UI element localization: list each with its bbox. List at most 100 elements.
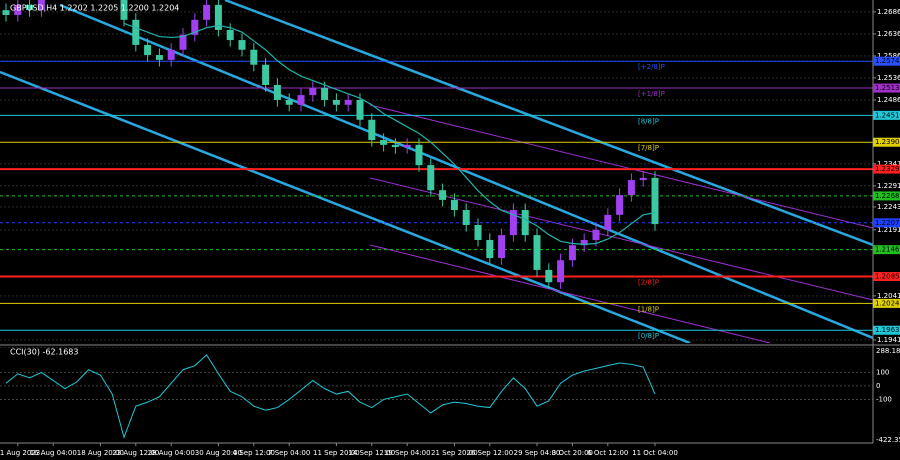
x-tick-label: 19 Sep 04:00 (384, 449, 431, 457)
level-price-label: 1.1963 (875, 326, 900, 334)
level-price-label: 1.2085 (875, 273, 900, 281)
candle-body (179, 34, 187, 50)
cci-tick-label: 100 (876, 368, 889, 376)
candle-body (415, 144, 423, 166)
candle-body (592, 229, 600, 240)
level-name: [2/8]P (638, 279, 659, 287)
level-name: [+1/8]P (638, 90, 665, 98)
candle-body (568, 245, 576, 261)
level-price-box (873, 218, 900, 228)
candle-body (132, 19, 140, 45)
candle-body (285, 99, 293, 105)
candle-body (250, 49, 258, 65)
candle-body (616, 195, 624, 215)
candle-body (427, 165, 435, 191)
level-price-label: 1.2513 (875, 84, 900, 92)
candle-body (273, 84, 281, 100)
level-price-label: 1.2268 (875, 192, 900, 200)
cci-tick-label: 288.185 (876, 347, 900, 355)
level-price-label: 1.2390 (875, 138, 900, 146)
candle-body (533, 235, 541, 270)
y-tick-label: 1.2686 (877, 8, 900, 16)
candle-body (37, 0, 45, 11)
candle-body (356, 99, 364, 120)
candle-body (297, 95, 305, 105)
level-price-box (873, 191, 900, 201)
x-tick-label: 11 Oct 04:00 (632, 449, 678, 457)
candle-body (14, 4, 22, 15)
x-tick-label: 14 Sep 12:00 (348, 449, 395, 457)
channel-line (59, 3, 873, 340)
level-price-box (873, 245, 900, 255)
x-tick-label: 21 Sep 20:00 (431, 449, 478, 457)
y-tick-label: 1.2341 (877, 160, 900, 168)
trend-line (369, 104, 873, 229)
y-tick-label: 1.2636 (877, 30, 900, 38)
candle-body (238, 40, 246, 50)
x-tick-label: 30 Aug 20:00 (195, 449, 242, 457)
candle-body (214, 4, 222, 30)
indicator-line (5, 354, 656, 439)
candle-body (26, 4, 34, 11)
level-price-label: 1.2207 (875, 219, 900, 227)
candle-body (604, 214, 612, 230)
candle-body (557, 260, 565, 283)
level-price-box (873, 164, 900, 174)
x-tick-label: 28 Aug 04:00 (148, 449, 195, 457)
y-tick-label: 1.2536 (877, 74, 900, 82)
candle-body (651, 177, 659, 225)
level-price-label: 1.2329 (875, 165, 900, 173)
candle-body (144, 44, 152, 56)
x-tick-label: 26 Sep 12:00 (466, 449, 513, 457)
level-name: [1/8]P (638, 305, 659, 313)
y-tick-label: 1.2291 (877, 182, 900, 190)
x-tick-label: 7 Sep 04:00 (268, 449, 310, 457)
candle-body (344, 99, 352, 105)
candle-body (509, 210, 517, 236)
cci-tick-label: 0 (876, 382, 880, 390)
chart-title: GBPUSD,H4 1.2202 1.2205 1.2200 1.2204 (10, 4, 179, 13)
level-price-label: 1.2574 (875, 57, 900, 65)
level-name: [7/8]P (638, 144, 659, 152)
y-tick-label: 1.2486 (877, 96, 900, 104)
cci-tick-label: -422.357 (876, 436, 900, 444)
level-price-label: 1.2024 (875, 299, 900, 307)
y-tick-label: 1.2586 (877, 52, 900, 60)
candle-body (262, 64, 270, 85)
candle-body (462, 210, 470, 225)
x-tick-label: 4 Sep 12:00 (233, 449, 275, 457)
candle-body (380, 140, 388, 145)
moving-average (123, 22, 656, 245)
candle-body (155, 55, 163, 60)
candle-body (309, 88, 317, 96)
y-tick-label: 1.2191 (877, 226, 900, 234)
candle-body (580, 239, 588, 246)
channel-line (0, 70, 691, 343)
candle-body (368, 119, 376, 141)
level-price-box (873, 56, 900, 66)
x-tick-label: 11 Aug 2023 (0, 449, 40, 457)
candle-body (167, 49, 175, 60)
candle-body (391, 144, 399, 148)
x-tick-label: 11 Sep 20:00 (313, 449, 360, 457)
trend-line (369, 244, 771, 343)
level-price-box (873, 83, 900, 93)
candle-body (191, 19, 199, 35)
candle-body (498, 235, 506, 259)
cci-tick-label: -100 (876, 395, 892, 403)
price-panel: [+2/8]P [+1/8]P [8/8]P [7/8]P [2/8]P [1/8]P [0… (0, 0, 873, 343)
level-name: [+2/8]P (638, 63, 665, 71)
candle-body (486, 239, 494, 259)
candle-body (639, 177, 647, 181)
candle-body (439, 190, 447, 200)
candle-body (332, 99, 340, 105)
level-price-label: 1.2146 (875, 246, 900, 254)
candle-body (450, 199, 458, 211)
level-price-box (873, 110, 900, 120)
candle-body (120, 0, 128, 20)
x-tick-label: 23 Aug 12:00 (112, 449, 159, 457)
y-tick-label: 1.1941 (877, 336, 900, 344)
level-name: [8/8]P (638, 117, 659, 125)
